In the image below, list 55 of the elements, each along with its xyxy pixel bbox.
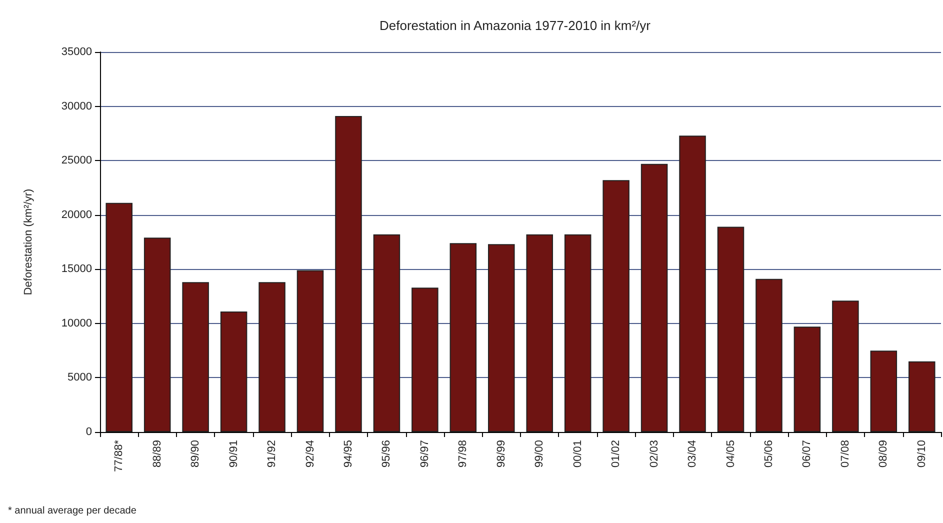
bar (335, 116, 362, 432)
bar (717, 226, 744, 432)
x-tick-label: 92/94 (304, 440, 316, 468)
bar (679, 136, 706, 432)
y-tick-label: 20000 (61, 208, 92, 221)
x-tick-label: 09/10 (916, 440, 928, 468)
x-tick-label: 91/92 (266, 440, 278, 468)
y-tick-label: 30000 (61, 100, 92, 112)
bar (412, 288, 438, 432)
bar (564, 234, 592, 432)
bar (182, 282, 209, 432)
x-tick-label: 95/96 (380, 440, 393, 468)
y-tick-label: 0 (86, 426, 92, 438)
bar (106, 202, 132, 432)
bar (756, 278, 782, 432)
bar (832, 300, 859, 432)
y-tick-label: 25000 (61, 154, 92, 167)
x-tick-label: 02/03 (648, 440, 660, 468)
y-tick-label: 10000 (61, 317, 92, 330)
bar (908, 361, 936, 432)
bar (640, 164, 668, 432)
bar (450, 243, 477, 432)
x-tick-label: 00/01 (572, 440, 584, 468)
bar (488, 244, 515, 432)
y-tick-label: 35000 (61, 46, 92, 58)
x-tick-label: 88/89 (151, 440, 164, 468)
bar (296, 270, 324, 432)
x-tick-label: 98/99 (495, 440, 508, 468)
bar (373, 234, 400, 432)
x-tick-label: 03/04 (686, 440, 699, 468)
x-tick-label: 05/06 (762, 440, 775, 468)
bar (258, 282, 286, 432)
x-tick-label: 99/00 (534, 440, 546, 468)
x-tick-label: 04/05 (724, 440, 737, 468)
x-tick-label: 01/02 (610, 440, 622, 468)
bar (526, 234, 553, 432)
x-tick-label: 94/95 (342, 440, 354, 468)
chart-title: Deforestation in Amazonia 1977-2010 in km²/yr (380, 18, 652, 33)
x-tick-label: 90/91 (228, 440, 240, 468)
bar (870, 350, 898, 432)
bar (794, 326, 821, 432)
x-tick-label: 97/98 (457, 440, 470, 468)
x-tick-label: 06/07 (801, 440, 814, 468)
y-axis-title: Deforestation (km²/yr) (22, 188, 34, 296)
x-tick-label: 96/97 (418, 440, 431, 468)
x-tick-label: 07/08 (839, 440, 852, 468)
y-tick-label: 5000 (68, 372, 92, 384)
x-tick-label: 08/09 (878, 440, 890, 468)
bar (144, 238, 171, 432)
x-tick-label: 77/88* (113, 439, 126, 472)
bar (602, 180, 630, 432)
y-tick-label: 15000 (61, 263, 92, 276)
bar (220, 311, 248, 432)
x-tick-label: 89/90 (190, 440, 202, 468)
text: * annual average per decade (8, 506, 137, 516)
